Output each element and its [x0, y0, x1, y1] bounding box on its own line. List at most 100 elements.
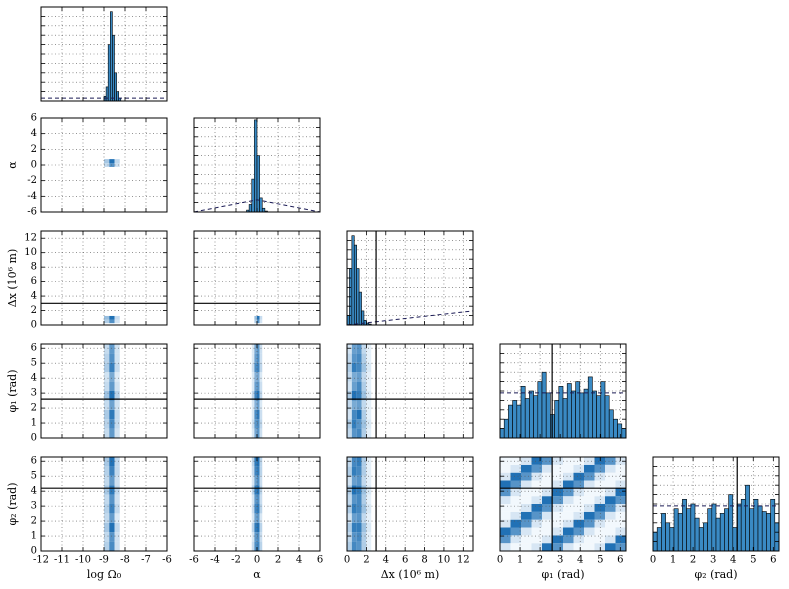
density-cell: [361, 485, 367, 495]
bar: [613, 418, 618, 438]
density-cell: [552, 496, 563, 504]
x-tick-label: 0: [497, 555, 503, 566]
density-cell: [573, 496, 584, 504]
bar: [677, 513, 683, 551]
x-tick-label: -6: [189, 555, 199, 566]
density-cell: [510, 504, 521, 512]
density-cell: [366, 532, 372, 542]
bar: [256, 155, 260, 212]
density-cell: [615, 464, 626, 473]
y-tick-label: 4: [31, 486, 37, 497]
density-cell: [109, 419, 115, 429]
density-cell: [542, 488, 553, 497]
x-tick-label: 2: [537, 555, 543, 566]
density-cell: [552, 535, 563, 544]
y-tick-label: 12: [24, 233, 37, 244]
x-tick-label: 5: [597, 555, 603, 566]
density-cell: [254, 381, 257, 391]
density-cell: [366, 409, 372, 420]
x-tick-label: 0: [650, 555, 656, 566]
plot-area: [500, 457, 626, 551]
density-cell: [521, 464, 532, 473]
bar: [583, 388, 589, 438]
bar: [251, 178, 255, 212]
density-cell: [366, 494, 372, 504]
density-cell: [347, 400, 352, 410]
density-cell: [259, 513, 263, 523]
density-cell: [109, 353, 115, 363]
bar: [608, 409, 614, 438]
density-cell: [254, 428, 257, 438]
density-cell: [542, 543, 553, 551]
x-tick-label: 2: [363, 555, 369, 566]
density-cell: [594, 535, 605, 544]
density-cell: [257, 372, 260, 382]
density-cell: [366, 381, 372, 391]
y-tick-label: 0: [31, 320, 37, 331]
density-cell: [259, 315, 263, 320]
density-cell: [259, 381, 263, 391]
density-cell: [366, 504, 372, 514]
bar: [261, 207, 266, 212]
density-cell: [356, 504, 362, 514]
density-cell: [563, 464, 574, 473]
density-cell: [594, 457, 605, 465]
density-cell: [573, 488, 584, 497]
density-cell: [356, 457, 362, 467]
y-tick-label: -4: [27, 191, 37, 202]
panel: [193, 230, 321, 326]
density-cell: [552, 472, 563, 481]
bar: [351, 235, 355, 325]
density-cell: [114, 372, 120, 382]
density-cell: [552, 527, 563, 536]
density-cell: [584, 527, 595, 536]
panel: [193, 343, 321, 439]
density-cell: [114, 466, 120, 476]
density-cell: [361, 428, 367, 438]
y-tick-label: 0: [31, 433, 37, 444]
bar: [545, 392, 551, 438]
x-axis-label: α: [253, 568, 261, 581]
bar: [656, 527, 662, 551]
density-cell: [542, 464, 553, 473]
density-cell: [521, 527, 532, 536]
bar: [761, 511, 767, 551]
bar: [254, 119, 258, 212]
x-tick-label: -10: [75, 555, 91, 566]
density-cell: [366, 457, 372, 467]
bar: [579, 392, 585, 438]
density-cell: [251, 541, 255, 551]
density-cell: [114, 319, 120, 324]
density-cell: [259, 494, 263, 504]
density-cell: [257, 494, 260, 504]
density-cell: [361, 522, 367, 533]
y-tick-label: 2: [31, 305, 37, 316]
density-cell: [251, 428, 255, 438]
y-tick-label: 1: [31, 531, 37, 542]
density-cell: [254, 391, 257, 401]
density-cell: [109, 428, 115, 438]
density-cell: [510, 535, 521, 544]
x-tick-label: 1: [670, 555, 676, 566]
density-cell: [114, 504, 120, 514]
bar: [105, 86, 109, 101]
density-cell: [356, 541, 362, 551]
density-cell: [351, 466, 357, 476]
density-cell: [356, 381, 362, 391]
density-cell: [510, 457, 521, 465]
density-cell: [257, 428, 260, 438]
density-cell: [361, 400, 367, 410]
density-cell: [351, 532, 357, 542]
plot-area: [194, 457, 320, 551]
panel: 0 1 2 3 4 5 6 φ₁ (rad): [6, 343, 168, 444]
density-cell: [584, 496, 595, 504]
bar: [724, 508, 729, 551]
density-cell: [347, 353, 352, 363]
density-cell: [510, 496, 521, 504]
bar: [562, 398, 568, 438]
density-cell: [361, 494, 367, 504]
density-cell: [254, 494, 257, 504]
panel: 0 1 2 3 4 5 6 φ₁ (rad): [497, 456, 627, 581]
density-cell: [104, 319, 110, 324]
density-cell: [361, 409, 367, 420]
